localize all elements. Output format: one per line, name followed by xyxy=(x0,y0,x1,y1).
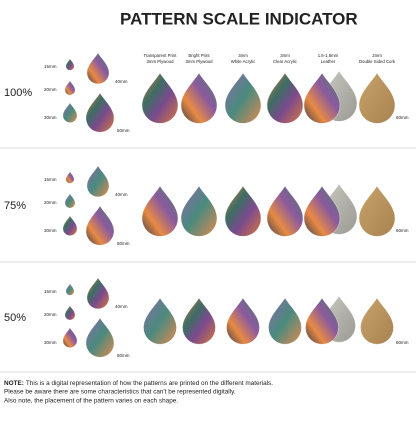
pattern-swatch xyxy=(358,185,396,237)
size-label: 60mm xyxy=(396,115,409,120)
pattern-swatch xyxy=(141,185,179,237)
size-label: 30mm xyxy=(44,228,57,233)
pattern-swatch xyxy=(65,171,75,184)
pattern-swatch xyxy=(143,297,177,345)
size-label: 30mm xyxy=(44,115,57,120)
pattern-swatch xyxy=(62,215,78,236)
column-header: 3mm Plywood xyxy=(147,59,175,64)
pattern-swatch xyxy=(268,297,302,345)
pattern-swatch xyxy=(358,72,396,124)
pattern-swatch xyxy=(303,185,341,237)
size-label: 40mm xyxy=(115,304,128,309)
pattern-swatch xyxy=(303,72,341,124)
pattern-swatch xyxy=(86,165,110,197)
scale-label: 50% xyxy=(4,312,26,324)
pattern-swatch xyxy=(224,185,262,237)
column-header: White Acrylic xyxy=(231,59,256,64)
note-text: This is a digital representation of how … xyxy=(26,380,273,387)
column-header: Bright Print xyxy=(188,53,210,58)
pattern-swatch xyxy=(226,297,260,345)
column-header: Transparent Print xyxy=(143,53,177,58)
size-label: 20mm xyxy=(44,200,57,205)
pattern-swatch xyxy=(86,277,110,309)
pattern-swatch xyxy=(85,205,115,246)
pattern-swatch xyxy=(86,52,110,84)
pattern-swatch xyxy=(62,102,78,123)
pattern-swatch xyxy=(85,92,115,133)
pattern-swatch xyxy=(224,72,262,124)
pattern-swatch xyxy=(305,297,339,345)
pattern-swatch xyxy=(62,327,78,348)
column-header: Clear Acrylic xyxy=(273,59,298,64)
size-label: 40mm xyxy=(115,79,128,84)
size-label: 30mm xyxy=(44,340,57,345)
column-header: Leather xyxy=(321,59,336,64)
size-label: 40mm xyxy=(115,192,128,197)
pattern-swatch xyxy=(182,297,216,345)
note-label: NOTE: xyxy=(4,380,24,387)
size-label: 20mm xyxy=(44,312,57,317)
pattern-swatch xyxy=(180,185,218,237)
size-label: 50mm xyxy=(117,241,130,246)
pattern-swatch xyxy=(266,72,304,124)
size-label: 50mm xyxy=(117,128,130,133)
pattern-swatch xyxy=(85,317,115,358)
note-text: Also note, the placement of the pattern … xyxy=(4,398,178,405)
column-header: Double Sided Cork xyxy=(359,59,396,64)
size-label: 15mm xyxy=(44,289,57,294)
column-header: 1.6-1.8mm xyxy=(318,53,339,58)
pattern-swatch xyxy=(64,305,76,320)
pattern-swatch xyxy=(65,283,75,296)
pattern-swatch xyxy=(360,297,394,345)
size-label: 50mm xyxy=(117,353,130,358)
pattern-swatch xyxy=(266,185,304,237)
pattern-swatch xyxy=(64,80,76,95)
column-header: 3mm Plywood xyxy=(186,59,214,64)
size-label: 60mm xyxy=(396,340,409,345)
column-header: 3mm xyxy=(280,53,290,58)
note-text: Please be aware there are some character… xyxy=(4,389,236,396)
scale-label: 75% xyxy=(4,200,26,212)
column-header: 3mm xyxy=(238,53,248,58)
size-label: 15mm xyxy=(44,177,57,182)
pattern-swatch xyxy=(141,72,179,124)
size-label: 60mm xyxy=(396,228,409,233)
note: NOTE: This is a digital representation of… xyxy=(4,380,273,387)
pattern-swatch xyxy=(64,193,76,208)
column-header: 2mm xyxy=(372,53,382,58)
pattern-swatch xyxy=(65,58,75,71)
size-label: 15mm xyxy=(44,64,57,69)
scale-label: 100% xyxy=(4,87,32,99)
title: PATTERN SCALE INDICATOR xyxy=(120,9,358,28)
pattern-swatch xyxy=(180,72,218,124)
size-label: 20mm xyxy=(44,87,57,92)
